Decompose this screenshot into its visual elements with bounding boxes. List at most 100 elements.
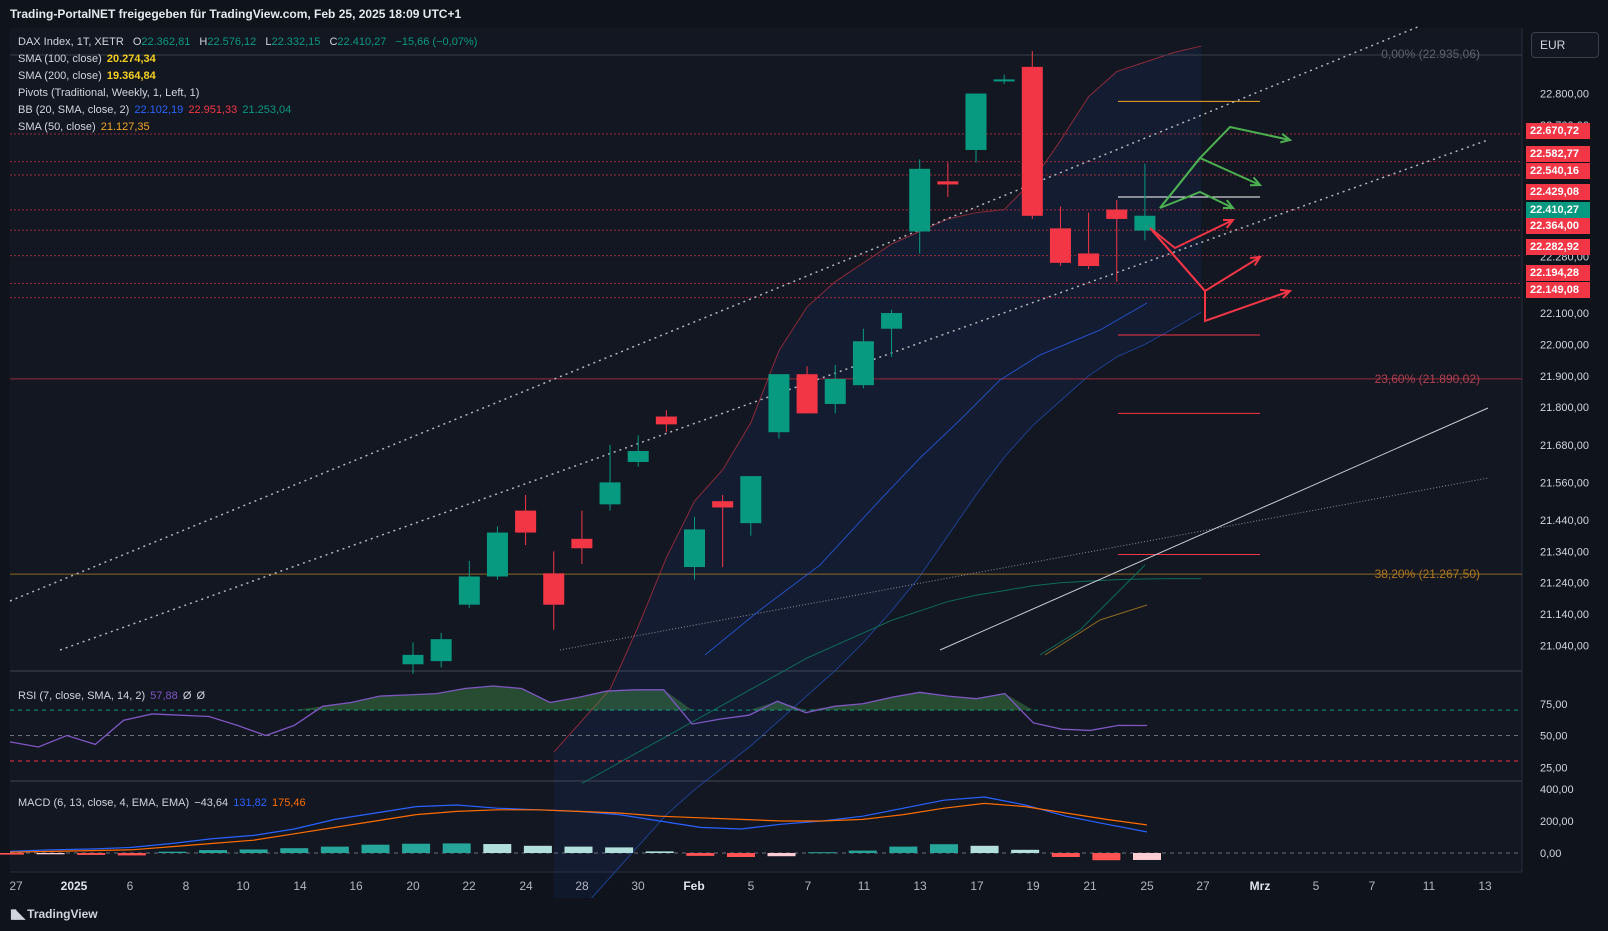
- candle-body: [571, 538, 593, 549]
- legend-symbol-row: DAX Index, 1T, XETR O22.362,81 H22.576,1…: [18, 34, 477, 51]
- main-legend[interactable]: DAX Index, 1T, XETR O22.362,81 H22.576,1…: [18, 34, 477, 136]
- time-tick-label: Feb: [683, 879, 704, 893]
- tradingview-wordmark: TradingView: [27, 907, 98, 921]
- rsi-line: [9, 685, 1148, 748]
- candle-body: [965, 93, 987, 150]
- legend-sma100-label: SMA (100, close): [18, 53, 102, 65]
- time-tick-label: 27: [1196, 879, 1210, 893]
- price-tag: 22.429,08: [1526, 184, 1590, 200]
- rsi-indicator: 75,00 50,00 25,00: [9, 685, 1568, 774]
- time-tick-label: 28: [575, 879, 589, 893]
- legend-bb-basis: 22.102,19: [134, 104, 184, 116]
- price-tick-label: 21.040,00: [1540, 640, 1589, 652]
- macd-histogram-bar: [483, 844, 512, 853]
- time-tick-label: 20: [406, 879, 420, 893]
- price-tick-label: 22.000,00: [1540, 339, 1589, 351]
- legend-pivots-label: Pivots (Traditional, Weekly, 1, Left, 1): [18, 87, 200, 99]
- legend-sma50-label: SMA (50, close): [18, 121, 96, 133]
- scenario-arrowhead: [1222, 218, 1236, 229]
- macd-histogram-bar: [280, 848, 309, 853]
- legend-pivots-row: Pivots (Traditional, Weekly, 1, Left, 1): [18, 85, 477, 102]
- tradingview-logo[interactable]: ▮◣ TradingView: [10, 906, 98, 922]
- macd-histogram-bar: [0, 853, 24, 855]
- macd-legend[interactable]: MACD (6, 13, close, 4, EMA, EMA) −43,64 …: [18, 795, 306, 812]
- pivot-levels: [10, 54, 1522, 575]
- macd-histogram-bar: [605, 847, 634, 853]
- macd-histogram-bar: [158, 851, 187, 853]
- scenario-arrows: [1149, 125, 1293, 323]
- rsi-tick-label: 25,00: [1540, 762, 1568, 774]
- macd-hist-value: −43,64: [194, 797, 229, 809]
- price-tick-label: 21.800,00: [1540, 402, 1589, 414]
- rsi-tick-label: 50,00: [1540, 731, 1568, 743]
- candle-body: [1049, 228, 1071, 263]
- scenario-arrow: [1159, 125, 1291, 209]
- time-tick-label: 30: [631, 879, 645, 893]
- candle-body: [599, 482, 621, 505]
- time-tick-label: 19: [1026, 879, 1040, 893]
- legend-bb-label: BB (20, SMA, close, 2): [18, 104, 130, 116]
- candle-body: [824, 378, 846, 404]
- macd-pane[interactable]: [10, 782, 1522, 872]
- time-tick-label: 13: [1478, 879, 1492, 893]
- candle-body: [486, 532, 508, 577]
- candle-body: [881, 313, 903, 329]
- rsi-value: 57,88: [150, 690, 178, 702]
- legend-high: 22.576,12: [207, 36, 257, 48]
- scenario-arrow: [1149, 227, 1291, 323]
- currency-button[interactable]: EUR: [1531, 32, 1599, 58]
- candle-body: [740, 476, 762, 524]
- legend-sma100-value: 20.274,34: [106, 53, 156, 65]
- chart-canvas[interactable]: 0,00% (22.935,06) 23,60% (21.890,02) 38,20…: [0, 25, 1608, 931]
- time-tick-label: 11: [858, 879, 871, 893]
- time-tick-label: 24: [519, 879, 533, 893]
- macd-macd-value: 131,82: [233, 797, 267, 809]
- price-tag: 22.149,08: [1526, 282, 1590, 298]
- time-tick-label: 27: [9, 879, 23, 893]
- macd-indicator: 400,00 200,00 0,00: [0, 784, 1574, 861]
- chart-frame[interactable]: 0,00% (22.935,06) 23,60% (21.890,02) 38,20…: [0, 25, 1608, 931]
- bb-upper-line: [553, 45, 1202, 753]
- legend-bb-row: BB (20, SMA, close, 2) 22.102,19 22.951,…: [18, 102, 477, 119]
- macd-histogram-bar: [848, 850, 877, 853]
- time-axis[interactable]: 27 2025 6 8 10 14 16 20 22 24 28 30 Feb 5 7 11 13 17 19 21 2…: [9, 879, 1492, 893]
- time-tick-label: 14: [293, 879, 307, 893]
- lower-channel-line: [59, 139, 1489, 651]
- legend-open: 22.362,81: [141, 36, 191, 48]
- candle-body: [655, 416, 677, 425]
- time-tick-label: 25: [1140, 879, 1154, 893]
- candle-body: [402, 654, 424, 665]
- macd-histogram-bar: [889, 846, 918, 853]
- rsi-legend[interactable]: RSI (7, close, SMA, 14, 2) 57,88 Ø Ø: [18, 688, 205, 705]
- legend-low-label: L: [265, 36, 272, 48]
- legend-symbol: DAX Index, 1T, XETR: [18, 36, 124, 48]
- scenario-arrowhead: [1249, 176, 1263, 187]
- price-tick-label: 21.440,00: [1540, 515, 1589, 527]
- fibonacci-levels: 0,00% (22.935,06) 23,60% (21.890,02) 38,20…: [1375, 47, 1480, 581]
- macd-histogram-bar: [1092, 853, 1121, 861]
- macd-signal-line: [9, 802, 1148, 853]
- candle-body: [430, 639, 452, 662]
- candle-body: [712, 501, 734, 508]
- candle-body: [1021, 66, 1043, 216]
- macd-label: MACD (6, 13, close, 4, EMA, EMA): [18, 797, 190, 809]
- share-caption: Trading-PortalNET freigegeben für Tradin…: [10, 7, 462, 21]
- legend-high-label: H: [199, 36, 208, 48]
- long-term-trendline: [559, 477, 1489, 651]
- legend-close: 22.410,27: [337, 36, 387, 48]
- legend-sma50-row: SMA (50, close) 21.127,35: [18, 119, 477, 136]
- price-tick-label: 22.100,00: [1540, 308, 1589, 320]
- rsi-pane[interactable]: [10, 672, 1522, 780]
- macd-histogram-bar: [199, 850, 228, 853]
- fib-level-label: 38,20% (21.267,50): [1375, 567, 1480, 581]
- price-tick-label: 21.900,00: [1540, 371, 1589, 383]
- scenario-arrowhead: [1249, 255, 1262, 266]
- macd-tick-label: 0,00: [1540, 848, 1561, 860]
- macd-histogram-bar: [402, 843, 431, 853]
- time-tick-label: 21: [1083, 879, 1097, 893]
- price-tag: 22.364,00: [1526, 218, 1590, 234]
- fib-level-label: 0,00% (22.935,06): [1381, 47, 1480, 61]
- tradingview-mark-icon: ▮◣: [10, 906, 25, 921]
- legend-sma200-value: 19.364,84: [106, 70, 156, 82]
- time-tick-label: 7: [1369, 879, 1376, 893]
